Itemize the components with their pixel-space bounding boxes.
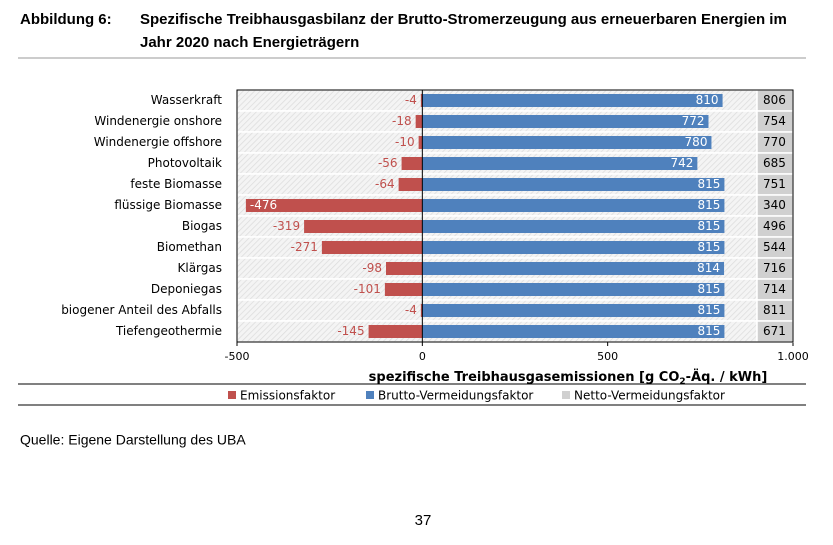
bar	[368, 325, 423, 338]
data-label: 716	[763, 261, 786, 275]
y-tick-label: biogener Anteil des Abfalls	[61, 303, 222, 317]
data-label: 815	[698, 219, 721, 233]
bar	[386, 262, 423, 275]
bar	[422, 283, 725, 296]
data-label: -145	[337, 324, 364, 338]
data-label: -4	[405, 93, 417, 107]
x-tick-label: 1.000	[777, 350, 809, 363]
legend-label: Brutto-Vermeidungsfaktor	[378, 389, 533, 403]
data-label: -101	[354, 282, 381, 296]
y-tick-label: Biomethan	[157, 240, 222, 254]
legend-swatch	[366, 391, 374, 399]
bar	[398, 178, 423, 191]
x-tick-label: -500	[225, 350, 250, 363]
y-tick-label: Klärgas	[177, 261, 222, 275]
data-label: 806	[763, 93, 786, 107]
bar	[304, 220, 423, 233]
chart-title: Jahr 2020 nach Energieträgern	[140, 34, 359, 51]
y-tick-label: Biogas	[182, 219, 222, 233]
x-tick-label: 0	[419, 350, 426, 363]
data-label: 754	[763, 114, 786, 128]
x-axis-label-part: 2	[679, 377, 685, 387]
data-label: -10	[395, 135, 415, 149]
y-tick-label: flüssige Biomasse	[114, 198, 222, 212]
data-label: 815	[698, 240, 721, 254]
legend-swatch	[562, 391, 570, 399]
bar	[422, 241, 725, 254]
data-label: -319	[273, 219, 300, 233]
data-label: 544	[763, 240, 786, 254]
data-label: -271	[291, 240, 318, 254]
bar	[422, 115, 709, 128]
data-label: 772	[682, 114, 705, 128]
bar	[420, 94, 423, 107]
chart-title: Spezifische Treibhausgasbilanz der Brutt…	[140, 11, 787, 28]
data-label: 770	[763, 135, 786, 149]
data-label: 814	[697, 261, 720, 275]
legend-swatch	[228, 391, 236, 399]
y-tick-label: Photovoltaik	[148, 156, 222, 170]
data-label: 780	[685, 135, 708, 149]
data-label: 714	[763, 282, 786, 296]
x-axis-label-part: spezifische Treibhausgasemissionen [g CO	[369, 370, 680, 385]
bar	[422, 94, 723, 107]
bar	[422, 178, 725, 191]
y-tick-label: Tiefengeothermie	[115, 324, 222, 338]
data-label: 810	[696, 93, 719, 107]
data-label: -18	[392, 114, 412, 128]
legend-label: Netto-Vermeidungsfaktor	[574, 389, 725, 403]
bar	[422, 304, 725, 317]
figure-label: Abbildung 6:	[20, 11, 112, 28]
data-label: -98	[362, 261, 382, 275]
source: Quelle: Eigene Darstellung des UBA	[20, 432, 246, 448]
bar	[422, 199, 725, 212]
bar	[422, 136, 712, 149]
bar	[418, 136, 423, 149]
bar	[420, 304, 423, 317]
data-label: -56	[378, 156, 398, 170]
data-label: 815	[698, 324, 721, 338]
y-tick-label: Windenergie offshore	[94, 135, 222, 149]
y-tick-label: feste Biomasse	[130, 177, 222, 191]
bar	[422, 220, 725, 233]
bar	[401, 157, 423, 170]
data-label: 751	[763, 177, 786, 191]
y-tick-label: Windenergie onshore	[94, 114, 222, 128]
bar	[321, 241, 423, 254]
y-tick-label: Wasserkraft	[151, 93, 223, 107]
x-axis-label: spezifische Treibhausgasemissionen [g CO…	[369, 369, 768, 387]
page-number: 37	[415, 512, 432, 529]
bar	[422, 262, 725, 275]
data-label: -476	[250, 198, 277, 212]
bar	[384, 283, 423, 296]
plot-frame	[236, 89, 794, 343]
data-label: 815	[698, 198, 721, 212]
x-tick-label: 500	[597, 350, 618, 363]
data-label: 685	[763, 156, 786, 170]
data-label: 815	[698, 303, 721, 317]
data-label: 811	[763, 303, 786, 317]
data-label: 671	[763, 324, 786, 338]
data-label: -64	[375, 177, 395, 191]
data-label: 742	[670, 156, 693, 170]
y-tick-label: Deponiegas	[151, 282, 222, 296]
bar	[415, 115, 423, 128]
bar	[422, 157, 698, 170]
bar	[422, 325, 725, 338]
x-axis-label-part: -Äq. / kWh]	[686, 369, 768, 385]
data-label: 815	[698, 282, 721, 296]
bar	[245, 199, 423, 212]
data-label: 340	[763, 198, 786, 212]
data-label: 496	[763, 219, 786, 233]
legend-label: Emissionsfaktor	[240, 389, 335, 403]
data-label: -4	[405, 303, 417, 317]
data-label: 815	[698, 177, 721, 191]
